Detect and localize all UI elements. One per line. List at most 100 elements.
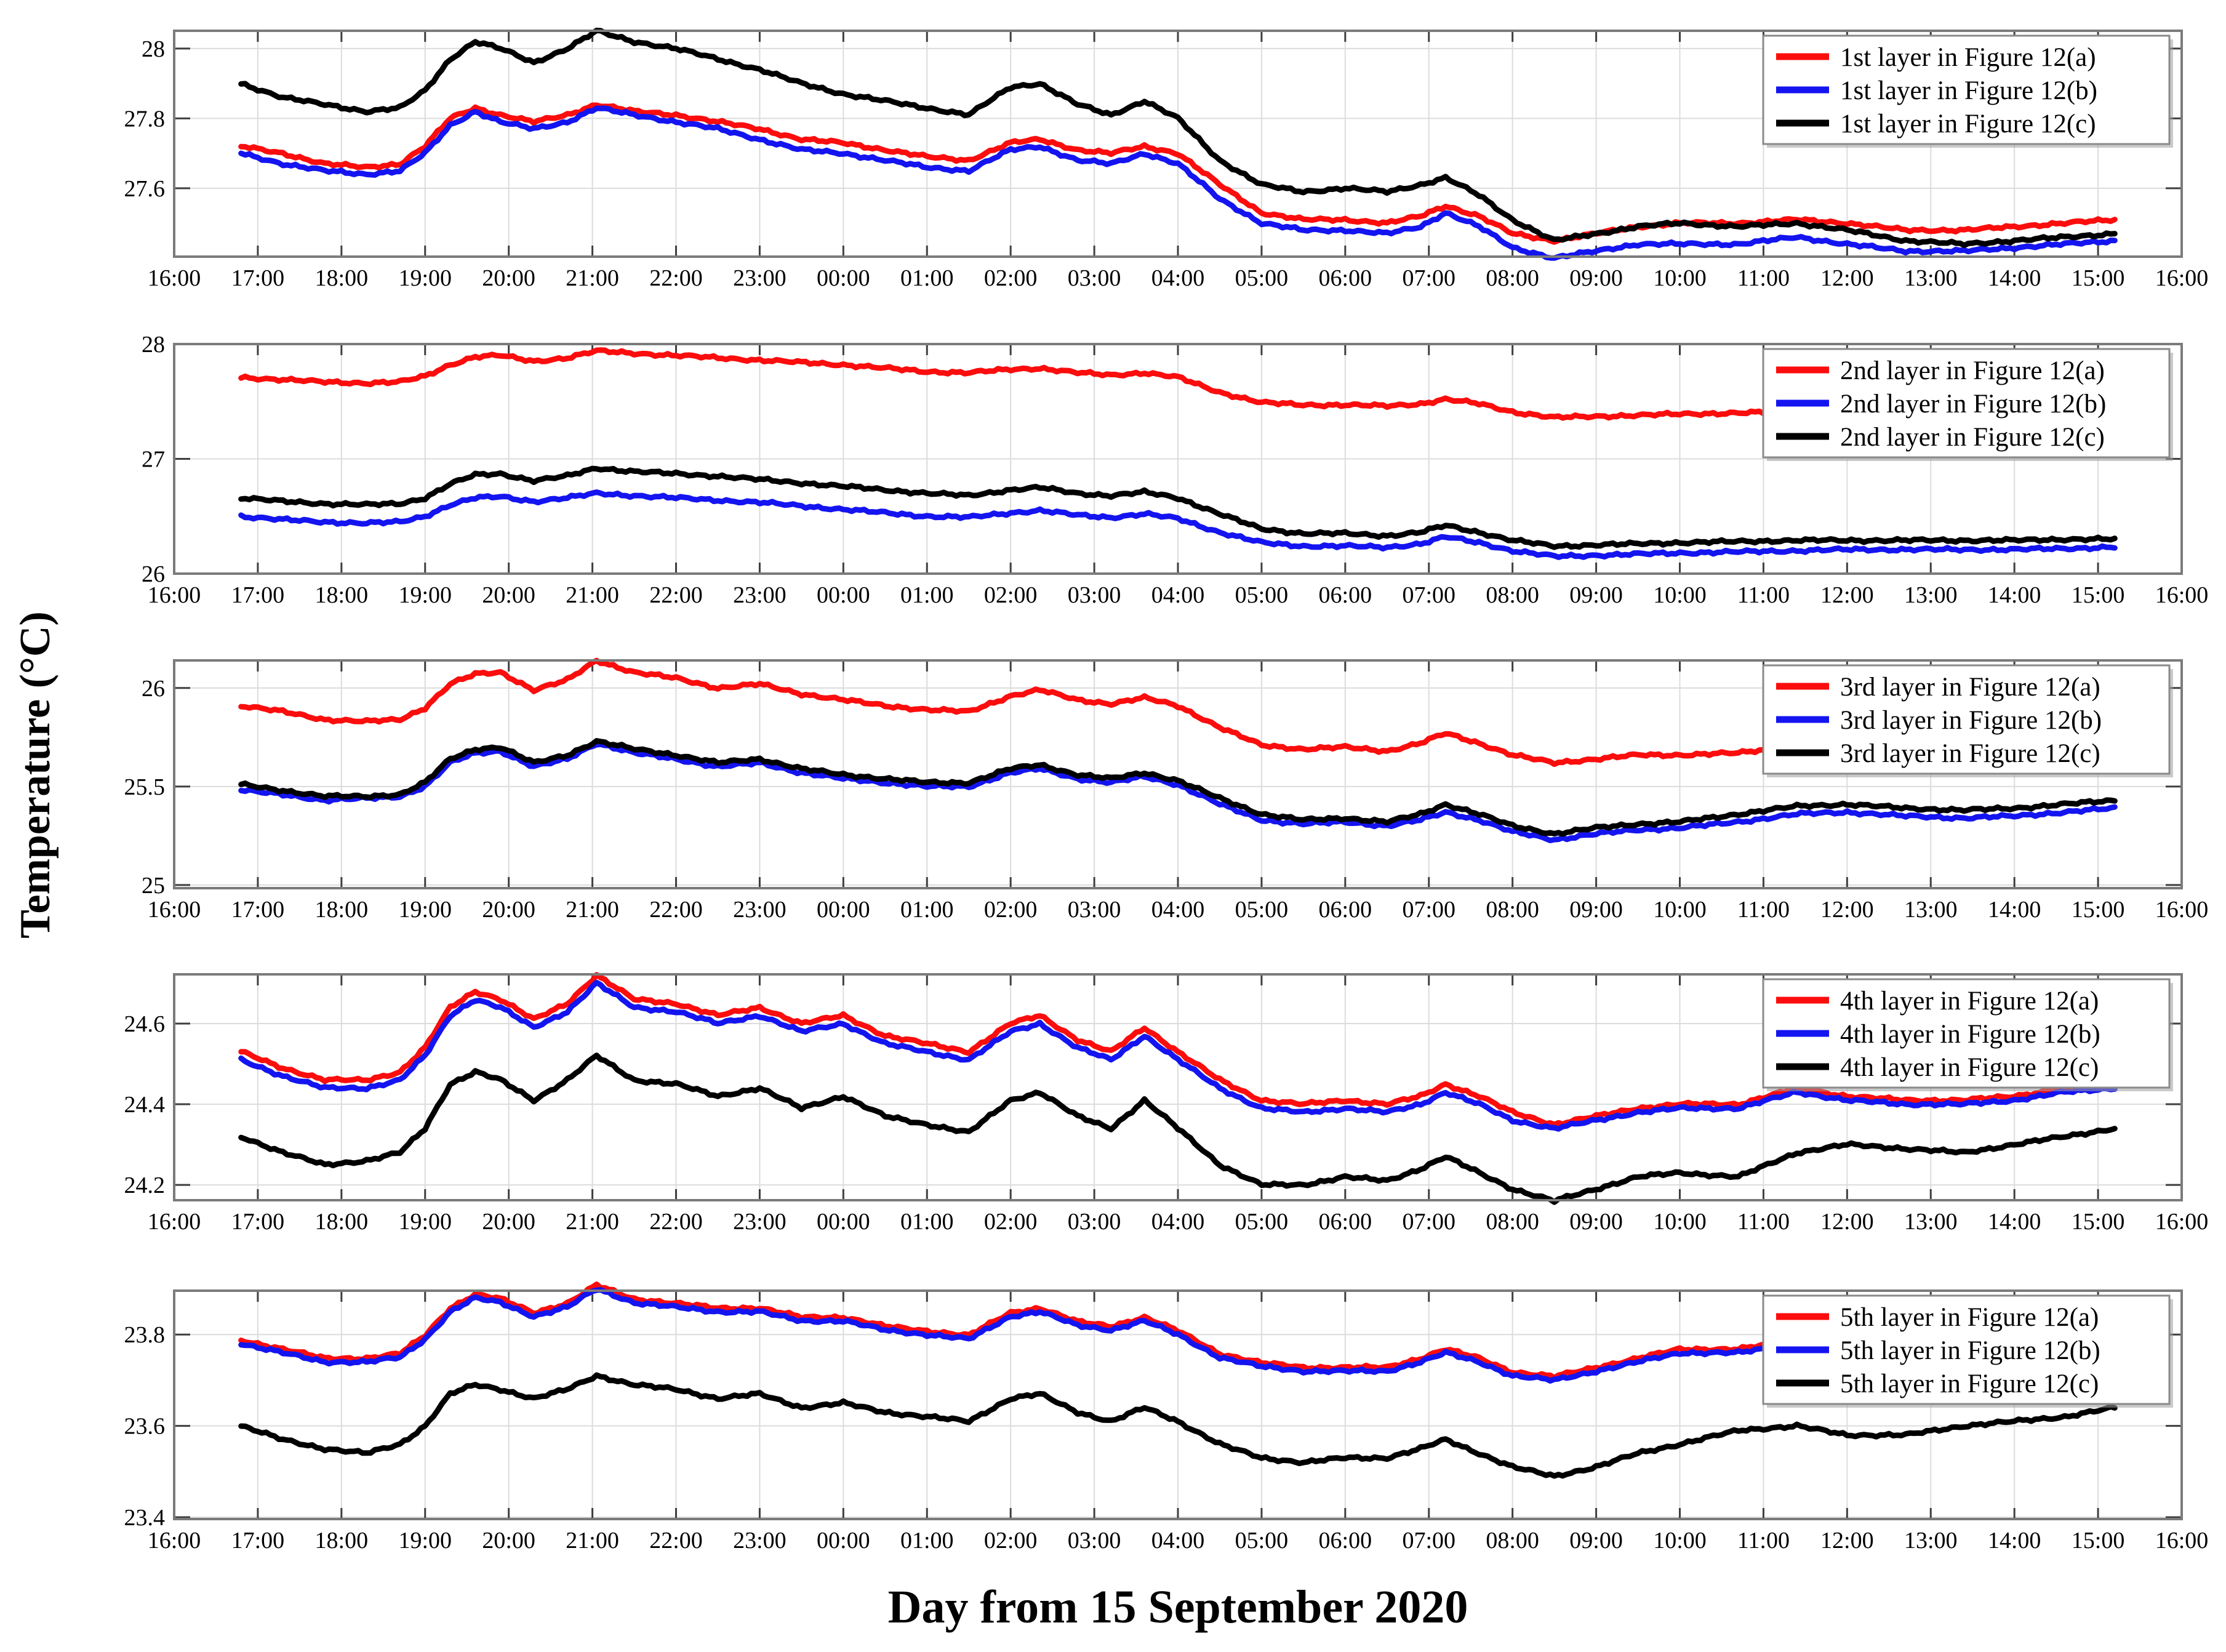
legend-label: 2nd layer in Figure 12(a)	[1840, 356, 2105, 385]
legend: 3rd layer in Figure 12(a) 3rd layer in Fi…	[1762, 664, 2173, 777]
x-tick-label: 19:00	[398, 897, 452, 923]
x-tick-label: 01:00	[900, 897, 954, 923]
x-tick-label: 10:00	[1653, 1528, 1707, 1554]
x-tick-label: 02:00	[984, 1528, 1038, 1554]
x-tick-label: 14:00	[1988, 1209, 2041, 1235]
panel-border	[173, 659, 2183, 889]
x-tick-label: 05:00	[1235, 1209, 1289, 1235]
x-tick-label: 16:00	[2155, 897, 2209, 923]
x-tick-label: 16:00	[2155, 1528, 2209, 1554]
legend-label: 3rd layer in Figure 12(a)	[1840, 673, 2100, 702]
x-tick-label: 21:00	[566, 582, 619, 608]
x-tick-label: 12:00	[1820, 582, 1874, 608]
panel-border	[173, 1289, 2183, 1520]
x-tick-label: 16:00	[2155, 582, 2209, 608]
x-tick-label: 16:00	[2155, 265, 2209, 291]
x-tick-label: 08:00	[1486, 582, 1539, 608]
x-tick-label: 08:00	[1486, 265, 1539, 291]
x-tick-label: 06:00	[1319, 265, 1372, 291]
x-tick-label: 11:00	[1737, 897, 1790, 923]
x-tick-label: 04:00	[1151, 1528, 1205, 1554]
panel-1: 28 27.8 27.6 16:00 17:00 18:00 19:00 20:00 21:00…	[124, 28, 2209, 291]
x-tick-label: 20:00	[482, 265, 535, 291]
x-tick-label: 01:00	[900, 265, 954, 291]
y-tick-label: 23.6	[124, 1414, 166, 1440]
x-tick-label: 13:00	[1904, 897, 1958, 923]
x-tick-label: 22:00	[649, 1209, 703, 1235]
x-tick-label: 06:00	[1319, 1209, 1372, 1235]
legend-label: 2nd layer in Figure 12(c)	[1840, 423, 2105, 452]
x-tick-label: 14:00	[1988, 897, 2041, 923]
legend-box	[1762, 34, 2171, 145]
panel-border	[173, 30, 2183, 258]
y-tick-label: 24.4	[124, 1092, 166, 1118]
x-tick-label: 18:00	[315, 582, 369, 608]
x-tick-label: 08:00	[1486, 1528, 1539, 1554]
x-tick-label: 23:00	[733, 897, 787, 923]
x-tick-label: 23:00	[733, 1528, 787, 1554]
x-tick-label: 10:00	[1653, 897, 1707, 923]
legend-box	[1762, 348, 2171, 459]
legend: 4th layer in Figure 12(a) 4th layer in Fi…	[1762, 978, 2173, 1091]
x-tick-label: 12:00	[1820, 1528, 1874, 1554]
series-panel2-black-line	[238, 465, 2118, 550]
x-tick-label: 05:00	[1235, 1528, 1289, 1554]
x-tick-label: 21:00	[566, 1528, 619, 1554]
x-tick-label: 22:00	[649, 1528, 703, 1554]
series-panel3-black-line	[238, 738, 2118, 837]
x-tick-label: 11:00	[1737, 582, 1790, 608]
x-tick-label: 17:00	[231, 1528, 285, 1554]
x-tick-label: 10:00	[1653, 265, 1707, 291]
x-tick-label: 02:00	[984, 582, 1038, 608]
x-tick-label: 10:00	[1653, 1209, 1707, 1235]
x-tick-label: 17:00	[231, 1209, 285, 1235]
legend-label: 3rd layer in Figure 12(b)	[1840, 706, 2102, 735]
x-tick-label: 07:00	[1402, 1528, 1455, 1554]
x-tick-label: 07:00	[1402, 1209, 1455, 1235]
x-tick-label: 08:00	[1486, 897, 1539, 923]
y-tick-label: 28	[142, 332, 165, 358]
panel-border	[173, 343, 2183, 575]
x-tick-label: 18:00	[315, 1209, 369, 1235]
y-tick-label: 23.8	[124, 1322, 166, 1348]
x-tick-label: 01:00	[900, 582, 954, 608]
x-tick-label: 00:00	[817, 1528, 870, 1554]
x-tick-label: 00:00	[817, 1209, 870, 1235]
x-tick-label: 18:00	[315, 897, 369, 923]
y-tick-label: 26	[142, 561, 165, 587]
legend-label: 5th layer in Figure 12(b)	[1840, 1336, 2100, 1365]
x-tick-label: 14:00	[1988, 582, 2041, 608]
x-tick-label: 04:00	[1151, 265, 1205, 291]
x-tick-label: 07:00	[1402, 582, 1455, 608]
legend-label: 5th layer in Figure 12(a)	[1840, 1303, 2099, 1332]
x-tick-label: 22:00	[649, 265, 703, 291]
series-panel1-red-line	[238, 102, 2118, 245]
x-tick-label: 02:00	[984, 897, 1038, 923]
series-panel4-blue-line	[238, 979, 2118, 1132]
x-tick-label: 17:00	[231, 265, 285, 291]
legend-label: 1st layer in Figure 12(a)	[1840, 43, 2096, 72]
x-tick-label: 13:00	[1904, 1209, 1958, 1235]
legend-label: 1st layer in Figure 12(b)	[1840, 76, 2097, 105]
x-tick-label: 16:00	[148, 1209, 201, 1235]
x-tick-label: 02:00	[984, 1209, 1038, 1235]
x-tick-label: 16:00	[148, 897, 201, 923]
x-tick-label: 19:00	[398, 265, 452, 291]
x-tick-label: 03:00	[1068, 582, 1121, 608]
x-tick-label: 20:00	[482, 582, 535, 608]
x-tick-label: 16:00	[148, 1528, 201, 1554]
series-panel2-blue-line	[238, 489, 2118, 560]
x-tick-label: 16:00	[148, 265, 201, 291]
x-tick-label: 15:00	[2072, 1528, 2125, 1554]
x-tick-label: 15:00	[2072, 582, 2125, 608]
x-tick-label: 14:00	[1988, 265, 2041, 291]
x-tick-label: 03:00	[1068, 265, 1121, 291]
panel-4: 24.6 24.4 24.2 16:00 17:00 18:00 19:00 20:00 21:…	[124, 972, 2208, 1235]
y-tick-label: 23.4	[124, 1505, 166, 1531]
y-tick-label: 27	[142, 447, 165, 473]
legend-label: 1st layer in Figure 12(c)	[1840, 110, 2096, 138]
x-tick-label: 09:00	[1569, 582, 1623, 608]
x-tick-label: 17:00	[231, 582, 285, 608]
